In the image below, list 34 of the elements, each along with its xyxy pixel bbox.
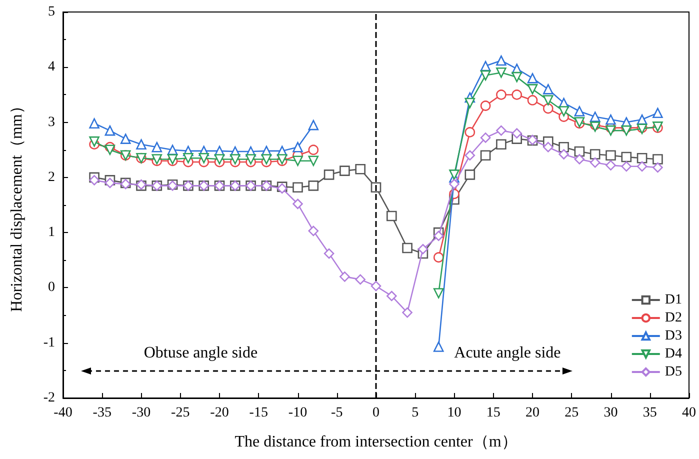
legend-label: D3 [664,328,682,344]
x-tick-label: 35 [642,406,657,420]
x-axis-title: The distance from intersection center（m） [234,434,518,450]
y-tick-label: 3 [48,114,55,130]
x-tick-label: 20 [526,406,540,420]
x-tick-label: 10 [447,406,462,420]
x-tick-label: 15 [486,406,500,420]
x-tick-label: -40 [54,406,72,420]
x-tick-label: 0 [372,406,380,420]
y-tick-label: 0 [48,280,55,296]
x-tick-label: 40 [682,406,696,420]
x-tick-label: -5 [331,406,343,420]
y-tick-label: 4 [48,60,55,75]
x-tick-label: -30 [132,406,151,420]
y-tick-label: 2 [48,170,55,185]
x-tick-label: -35 [92,406,112,420]
annotation: Obtuse angle side [144,344,258,362]
x-tick-label: -25 [171,406,190,420]
x-tick-label: 30 [604,406,618,420]
legend-label: D5 [664,364,682,380]
legend-label: D1 [664,292,682,308]
x-tick-label: -10 [288,406,308,420]
x-tick-label: -20 [210,406,229,420]
x-tick-label: 25 [564,406,579,420]
y-tick-label: -1 [43,335,55,350]
y-axis-title: Horizontal displacement（mm） [8,98,26,312]
legend-label: D4 [664,346,682,362]
y-tick-label: 5 [48,4,55,20]
y-tick-label: 1 [48,225,55,240]
x-tick-label: 5 [412,406,419,420]
legend-label: D2 [664,310,682,326]
y-tick-label: -2 [43,390,55,406]
annotation: Acute angle side [454,344,561,362]
x-tick-label: -15 [249,406,268,420]
